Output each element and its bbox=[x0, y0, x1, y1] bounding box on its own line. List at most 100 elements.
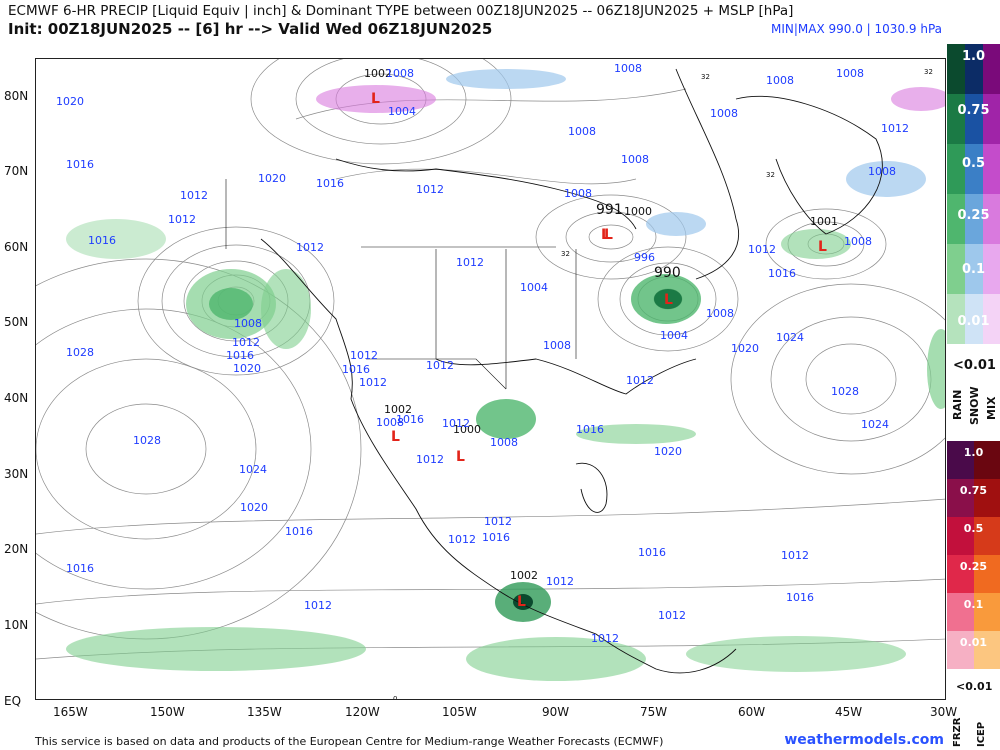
pressure-label: 1012 bbox=[168, 213, 196, 226]
pressure-label: 1016 bbox=[88, 234, 116, 247]
isobars bbox=[36, 59, 945, 660]
legend-swatch bbox=[974, 631, 1000, 669]
pressure-label: 1012 bbox=[484, 515, 512, 528]
lat-label-10n: 10N bbox=[4, 618, 29, 632]
pressure-label: 1024 bbox=[239, 463, 267, 476]
pressure-label: 1008 bbox=[234, 317, 262, 330]
legend-type-icep: ICEP bbox=[976, 721, 987, 747]
pressure-label: 1012 bbox=[591, 632, 619, 645]
legend-value: 0.25 bbox=[959, 560, 988, 573]
legend-swatch bbox=[947, 593, 974, 631]
pressure-label: 1012 bbox=[546, 575, 574, 588]
legend-swatch bbox=[983, 94, 1000, 144]
legend-swatch bbox=[974, 479, 1000, 517]
legend-type-rain: RAIN bbox=[951, 389, 964, 420]
legend-swatch bbox=[983, 244, 1000, 294]
pressure-label: 1002 bbox=[384, 403, 412, 416]
legend-value: 1.0 bbox=[961, 49, 986, 64]
lat-label-50n: 50N bbox=[4, 315, 29, 329]
pressure-label: 996 bbox=[634, 251, 655, 264]
pressure-label: 1016 bbox=[316, 177, 344, 190]
legend-swatch bbox=[947, 631, 974, 669]
pressure-label: 1004 bbox=[388, 105, 416, 118]
lon-label-105w: 105W bbox=[442, 705, 477, 719]
legend-value: 0.25 bbox=[957, 208, 990, 223]
pressure-label: 1012 bbox=[416, 453, 444, 466]
legend-swatch bbox=[965, 44, 983, 94]
low-marker: L bbox=[818, 239, 827, 255]
snow-color-scale bbox=[965, 44, 983, 344]
pressure-label: 1016 bbox=[786, 591, 814, 604]
pressure-label: 1012 bbox=[350, 349, 378, 362]
legend-swatch bbox=[947, 517, 974, 555]
legend-swatch bbox=[974, 555, 1000, 593]
pressure-label: 1028 bbox=[133, 434, 161, 447]
pressure-label: 1012 bbox=[781, 549, 809, 562]
legend-swatch bbox=[974, 517, 1000, 555]
pressure-label: 1020 bbox=[56, 95, 84, 108]
legend-swatch bbox=[983, 144, 1000, 194]
rain-color-scale bbox=[947, 44, 965, 344]
pressure-label: 1016 bbox=[768, 267, 796, 280]
pressure-label: 1016 bbox=[66, 562, 94, 575]
pressure-label: 1012 bbox=[426, 359, 454, 372]
lat-label-30n: 30N bbox=[4, 467, 29, 481]
pressure-label: 1028 bbox=[831, 385, 859, 398]
pressure-label: 1012 bbox=[296, 241, 324, 254]
legend-swatch bbox=[947, 194, 965, 244]
legend-swatch bbox=[947, 294, 965, 344]
pressure-label: 1020 bbox=[258, 172, 286, 185]
pressure-label: 1012 bbox=[456, 256, 484, 269]
pressure-label: 1016 bbox=[638, 546, 666, 559]
lat-label-20n: 20N bbox=[4, 542, 29, 556]
pressure-labels: 1002 1008 1008 1008 1004 1008 1008 1008 … bbox=[56, 62, 933, 700]
legend-value: 0.5 bbox=[963, 522, 984, 535]
lat-label-60n: 60N bbox=[4, 240, 29, 254]
legend-swatch bbox=[947, 479, 974, 517]
pressure-label: 1001 bbox=[810, 215, 838, 228]
low-marker: L bbox=[601, 227, 610, 243]
pressure-label: 0 bbox=[393, 695, 397, 700]
pressure-label: 1020 bbox=[654, 445, 682, 458]
lon-label-75w: 75W bbox=[640, 705, 668, 719]
site-link[interactable]: weathermodels.com bbox=[784, 732, 944, 748]
lat-label-70n: 70N bbox=[4, 164, 29, 178]
pressure-label: 1012 bbox=[359, 376, 387, 389]
pressure-label: 1008 bbox=[386, 67, 414, 80]
pressure-label: 990 bbox=[654, 265, 681, 281]
legend-swatch bbox=[965, 144, 983, 194]
pressure-label: 1002 bbox=[364, 67, 392, 80]
legend-swatch bbox=[965, 194, 983, 244]
legend-value: 0.01 bbox=[959, 636, 988, 649]
legend-value: 1.0 bbox=[963, 446, 984, 459]
lon-label-90w: 90W bbox=[542, 705, 570, 719]
precip-areas bbox=[66, 69, 945, 681]
pressure-label: 32 bbox=[924, 68, 933, 76]
pressure-label: 1012 bbox=[180, 189, 208, 202]
pressure-label: 1008 bbox=[614, 62, 642, 75]
pressure-label: 1012 bbox=[232, 336, 260, 349]
pressure-label: 1012 bbox=[416, 183, 444, 196]
pressure-label: 1008 bbox=[836, 67, 864, 80]
legend-swatch bbox=[983, 294, 1000, 344]
pressure-label: 1008 bbox=[490, 436, 518, 449]
coastlines bbox=[260, 68, 883, 674]
legend-swatch bbox=[947, 441, 974, 479]
pressure-label: 32 bbox=[766, 171, 775, 179]
low-marker: L bbox=[391, 429, 400, 445]
low-marker: L bbox=[664, 292, 673, 308]
pressure-label: 1008 bbox=[543, 339, 571, 352]
data-credit: This service is based on data and produc… bbox=[35, 735, 664, 748]
legend-below-threshold: <0.01 bbox=[953, 358, 996, 373]
pressure-label: 1008 bbox=[710, 107, 738, 120]
lon-label-135w: 135W bbox=[247, 705, 282, 719]
legend-swatch bbox=[947, 94, 965, 144]
legend-value: 0.1 bbox=[963, 598, 984, 611]
pressure-label: 1008 bbox=[564, 187, 592, 200]
weather-map[interactable]: L L L L L L L L 1002 1008 1008 1008 1004… bbox=[35, 58, 946, 700]
pressure-label: 1020 bbox=[731, 342, 759, 355]
pressure-label: 1016 bbox=[342, 363, 370, 376]
political-borders bbox=[225, 179, 577, 390]
legend-value: 0.75 bbox=[957, 103, 990, 118]
pressure-label: 1008 bbox=[706, 307, 734, 320]
